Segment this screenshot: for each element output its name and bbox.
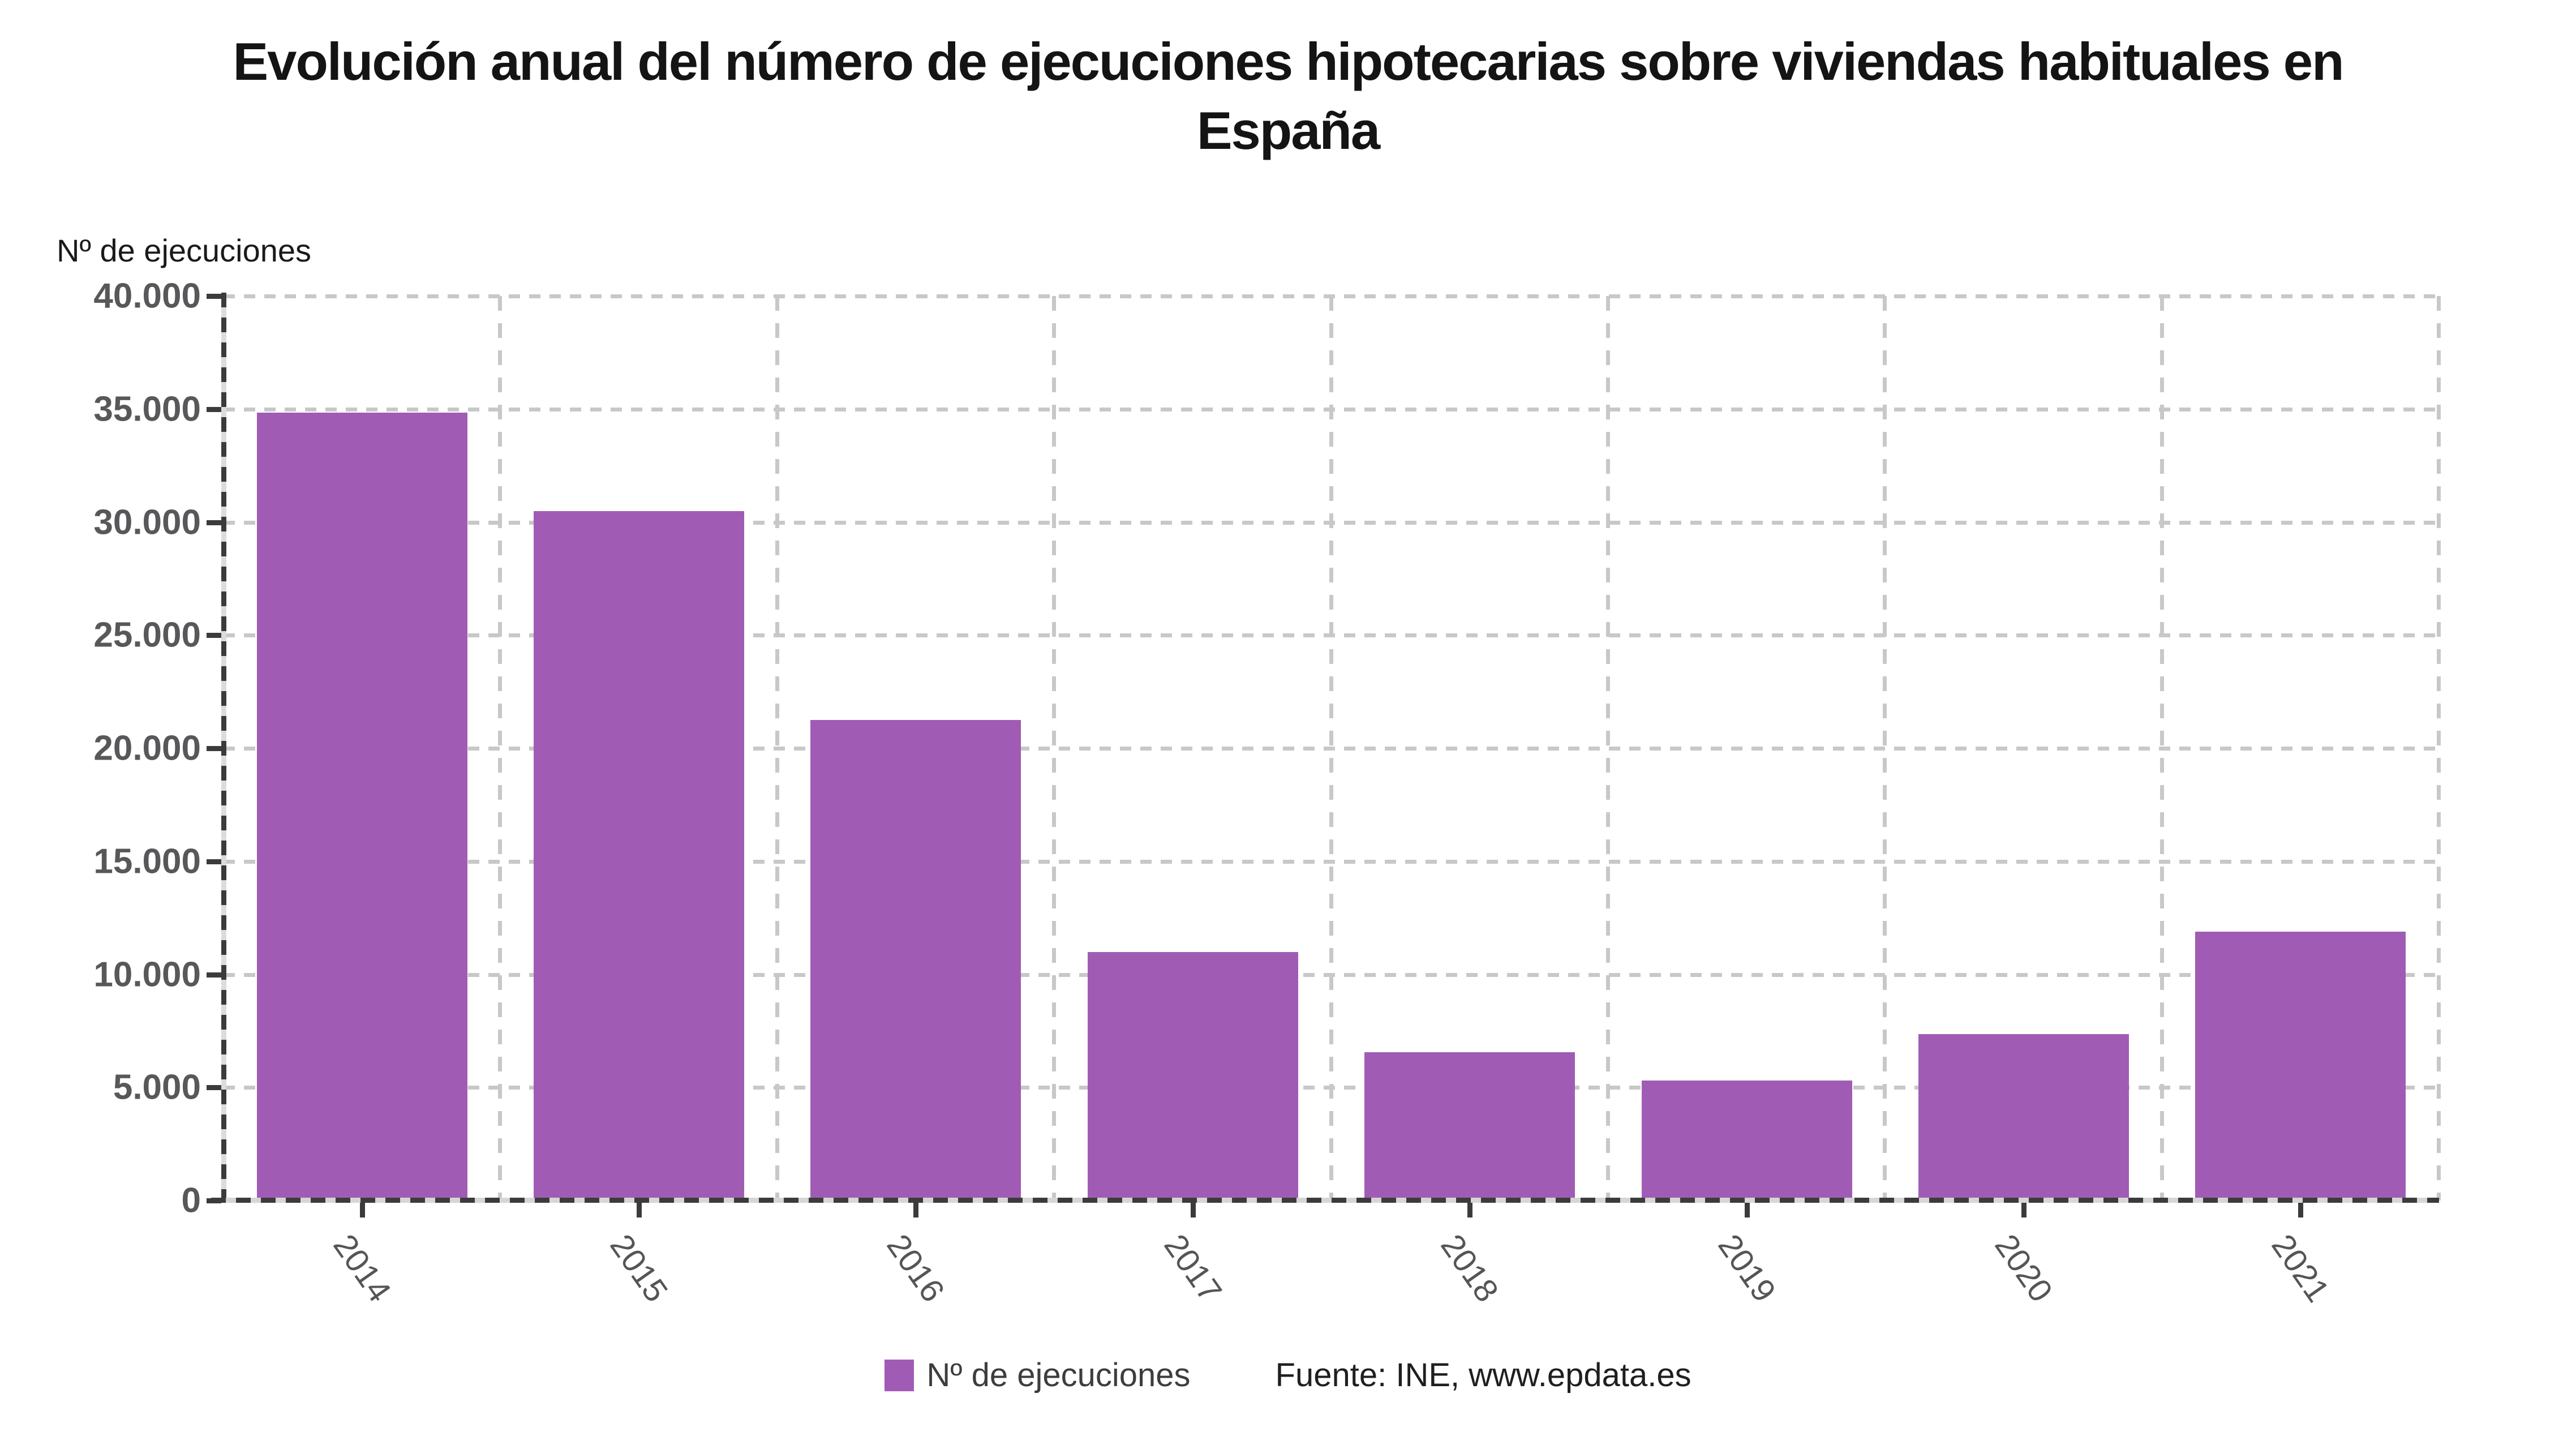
category-cell-2020: 2020 — [1885, 296, 2164, 1309]
chart-title-line2: España — [1196, 101, 1380, 161]
bar-2021[interactable] — [2195, 931, 2406, 1201]
legend-label: Nº de ejecuciones — [926, 1357, 1191, 1394]
x-tick — [1467, 1203, 1473, 1217]
y-tick-label: 0 — [181, 1181, 201, 1220]
x-label-2020: 2020 — [1987, 1228, 2060, 1309]
bar-2016[interactable] — [810, 720, 1021, 1201]
y-tick — [207, 859, 221, 864]
v-gridline — [2159, 296, 2164, 1201]
bar-2018[interactable] — [1364, 1052, 1575, 1201]
category-cell-2015: 2015 — [500, 296, 779, 1309]
v-gridline — [775, 296, 779, 1201]
category-cell-2014: 2014 — [224, 296, 503, 1309]
category-cell-2017: 2017 — [1054, 296, 1333, 1309]
v-gridline — [1329, 296, 1333, 1201]
y-axis-line — [221, 293, 226, 1203]
y-tick — [207, 633, 221, 638]
x-tick — [2298, 1203, 2304, 1217]
x-tick — [1744, 1203, 1750, 1217]
x-tick — [913, 1203, 919, 1217]
x-label-2014: 2014 — [326, 1228, 398, 1309]
y-tick-labels: 40.000 35.000 30.000 25.000 20.000 15.000 10.0… — [23, 277, 201, 1220]
y-tick — [207, 406, 221, 412]
y-tick — [207, 294, 221, 299]
x-label-2015: 2015 — [603, 1228, 675, 1309]
x-label-2019: 2019 — [1710, 1228, 1783, 1309]
bar-2020[interactable] — [1918, 1034, 2129, 1201]
chart-title-line1: Evolución anual del número de ejecucione… — [233, 32, 2344, 91]
y-tick — [207, 1198, 221, 1203]
y-axis-title: Nº de ejecuciones — [57, 233, 312, 268]
v-gridline — [498, 296, 503, 1201]
x-tick — [2021, 1203, 2027, 1217]
x-tick — [1190, 1203, 1196, 1217]
x-label-2018: 2018 — [1433, 1228, 1506, 1309]
y-tick-label: 5.000 — [113, 1068, 201, 1107]
x-label-2017: 2017 — [1157, 1228, 1229, 1309]
x-tick — [637, 1203, 642, 1217]
v-gridline — [1605, 296, 1610, 1201]
x-tick — [359, 1203, 365, 1217]
y-tick-label: 30.000 — [93, 503, 201, 542]
legend-swatch-icon — [885, 1359, 915, 1391]
x-label-2021: 2021 — [2264, 1228, 2337, 1309]
y-tick — [207, 746, 221, 751]
v-gridline — [1052, 296, 1057, 1201]
legend-item[interactable]: Nº de ejecuciones — [885, 1356, 1191, 1394]
x-axis-line — [211, 1198, 2439, 1203]
bar-2015[interactable] — [534, 511, 745, 1201]
category-cell-2021: 2021 — [2162, 296, 2441, 1309]
bar-2014[interactable] — [256, 412, 467, 1201]
y-tick-label: 40.000 — [93, 276, 201, 316]
category-cell-2019: 2019 — [1608, 296, 1887, 1309]
y-tick — [207, 520, 221, 525]
y-tick — [207, 972, 221, 978]
source-label: Fuente: INE, www.epdata.es — [1275, 1357, 1691, 1394]
y-tick-label: 10.000 — [93, 955, 201, 994]
plot-area: 2014 2015 2016 2017 2018 2019 2020 2021 — [207, 293, 2441, 1309]
bar-2017[interactable] — [1087, 951, 1298, 1201]
legend: Nº de ejecuciones Fuente: INE, www.epdat… — [0, 1356, 2576, 1394]
v-gridline — [2437, 296, 2441, 1201]
category-cell-2018: 2018 — [1332, 296, 1610, 1309]
bars: 2014 2015 2016 2017 2018 2019 2020 2021 — [224, 296, 2441, 1309]
v-gridline — [1883, 296, 1887, 1201]
bar-2019[interactable] — [1641, 1081, 1852, 1201]
category-cell-2016: 2016 — [778, 296, 1057, 1309]
y-tick — [207, 1085, 221, 1091]
x-label-2016: 2016 — [879, 1228, 952, 1309]
y-tick-label: 15.000 — [93, 842, 201, 881]
y-tick-label: 20.000 — [93, 728, 201, 768]
chart-title: Evolución anual del número de ejecucione… — [0, 27, 2576, 165]
y-tick-label: 25.000 — [93, 615, 201, 655]
y-tick-label: 35.000 — [93, 389, 201, 429]
